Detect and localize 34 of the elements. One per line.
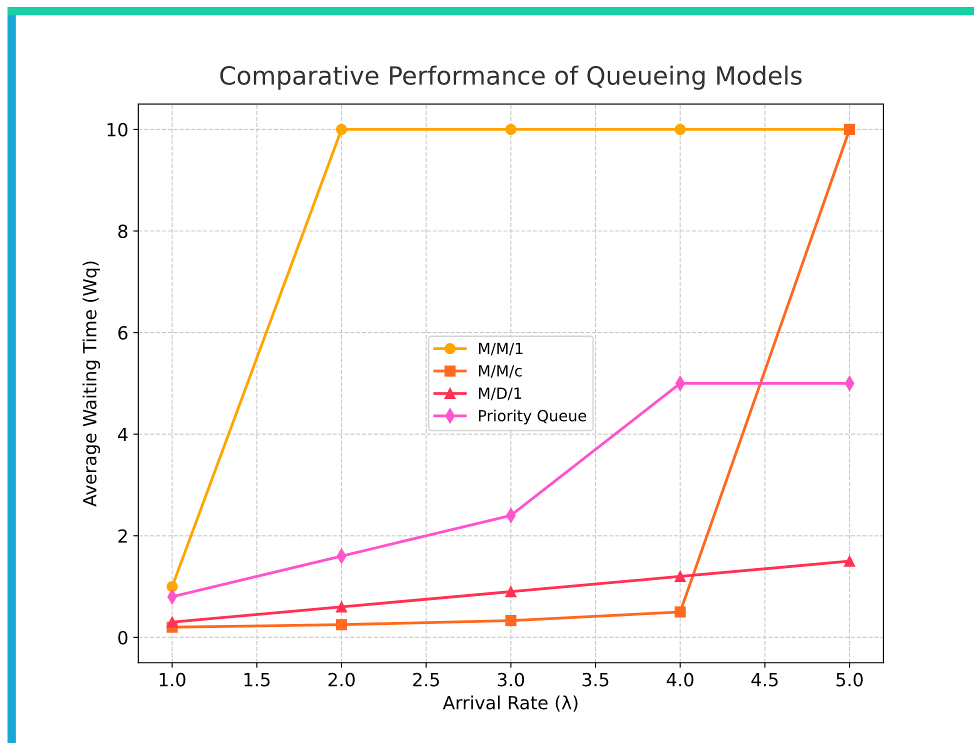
point (844, 556, 856, 567)
point (336, 601, 348, 612)
y-tick-label: 10 (108, 122, 128, 137)
point (674, 606, 686, 618)
point (166, 616, 178, 628)
legend-label: M/M/c (479, 365, 522, 378)
point (336, 619, 348, 630)
point (505, 124, 516, 135)
x-tick-label: 2.5 (413, 672, 439, 686)
x-tick-label: 3.0 (498, 672, 524, 686)
legend-label: M/M/1 (479, 342, 523, 356)
point (674, 570, 686, 582)
x-tick-label: 4.0 (666, 672, 694, 686)
x-tick-label: 2.0 (328, 672, 355, 686)
point (505, 615, 516, 626)
y-tick-label: 8 (118, 224, 128, 238)
x-tick-label: 3.5 (582, 672, 608, 686)
y-tick-label: 2 (118, 529, 127, 543)
legend-label: Priority Queue (479, 410, 586, 424)
chart-title: Comparative Performance of Queueing Models (220, 66, 802, 90)
point (505, 586, 516, 598)
legend-label: M/D/1 (479, 388, 522, 400)
x-tick-label: 1.0 (160, 672, 186, 686)
y-axis-title: Average Waiting Time (Wq) (82, 262, 100, 507)
x-tick-label: 5.0 (836, 672, 863, 686)
y-tick-label: 4 (118, 428, 128, 442)
x-tick-label: 4.5 (751, 673, 778, 686)
x-tick-label: 1.5 (244, 673, 270, 686)
x-axis-title: Arrival Rate (λ) (442, 696, 578, 712)
point (674, 124, 686, 135)
y-tick-label: 0 (118, 630, 128, 644)
y-tick-label: 6 (118, 326, 128, 340)
point (166, 581, 178, 592)
point (336, 124, 348, 135)
